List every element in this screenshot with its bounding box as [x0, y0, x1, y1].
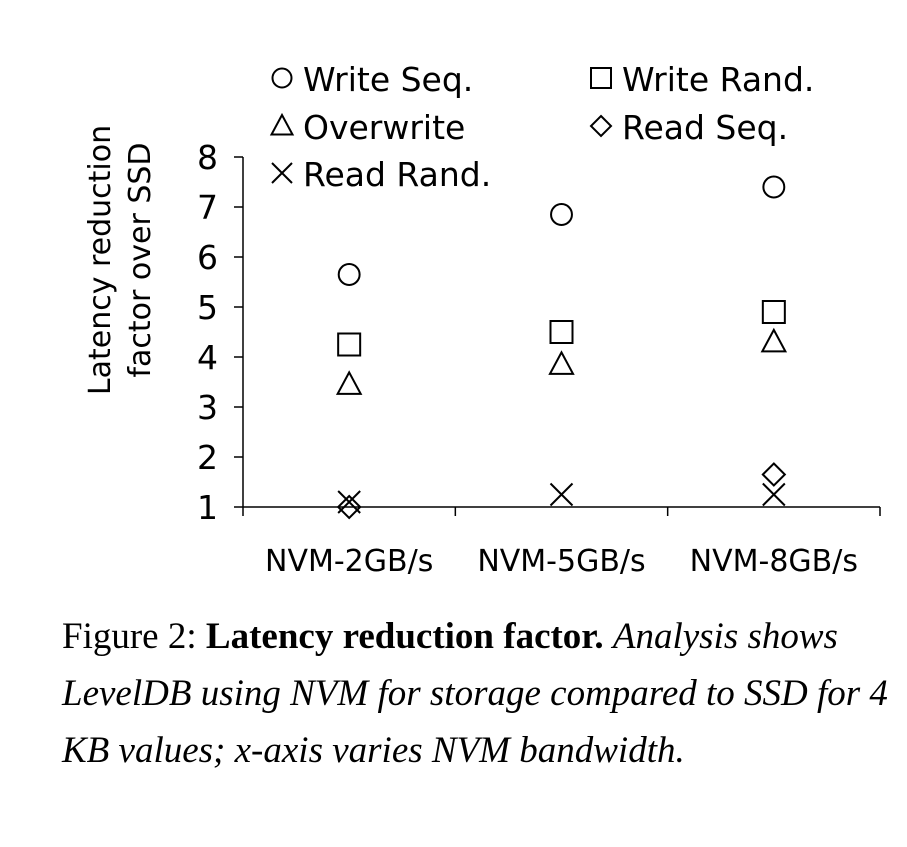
- x-tick-label: NVM-5GB/s: [477, 544, 645, 579]
- legend-circle-marker: [271, 67, 293, 89]
- x-tick-label: NVM-2GB/s: [265, 544, 433, 579]
- y-axis-label-line: factor over SSD: [123, 142, 158, 377]
- data-points: [335, 175, 788, 520]
- y-axis-label-line: Latency reduction: [83, 125, 118, 395]
- caption-title: Latency reduction factor.: [205, 616, 604, 657]
- y-tick-label: 4: [197, 338, 218, 377]
- data-point-diamond: [336, 494, 362, 520]
- data-point-circle: [762, 175, 786, 199]
- y-axis: 1 2 3 4 5 6 7 8: [197, 138, 244, 527]
- y-tick-label: 3: [197, 388, 218, 427]
- data-point-triangle: [335, 370, 363, 395]
- data-point-triangle: [760, 327, 788, 353]
- legend-triangle-marker: [269, 112, 295, 136]
- data-point-circle: [337, 263, 361, 286]
- legend-label: Read Rand.: [303, 155, 491, 194]
- x-axis: NVM-2GB/s NVM-5GB/s NVM-8GB/s: [242, 506, 881, 579]
- x-tick-label: NVM-8GB/s: [690, 544, 858, 579]
- y-tick-label: 7: [197, 188, 218, 227]
- legend-diamond-marker: [589, 114, 613, 138]
- data-point-diamond: [761, 462, 787, 487]
- caption-label: Figure 2:: [62, 616, 197, 657]
- legend-label: Write Seq.: [303, 60, 473, 99]
- y-tick-label: 2: [197, 438, 218, 477]
- legend-label: Read Seq.: [622, 108, 788, 147]
- data-point-triangle: [548, 350, 575, 375]
- data-point-square: [549, 320, 574, 344]
- y-tick-label: 8: [197, 138, 218, 177]
- data-point-x: [762, 482, 786, 507]
- data-point-x: [337, 490, 361, 514]
- legend-label: Overwrite: [303, 108, 465, 147]
- y-tick-label: 5: [197, 288, 218, 327]
- y-tick-label: 6: [197, 238, 218, 277]
- data-point-x: [549, 482, 574, 507]
- legend: Write Seq. Write Rand. Overwrite Read Seq. R…: [269, 60, 814, 194]
- figure-caption: Figure 2: Latency reduction factor. Anal…: [62, 608, 892, 779]
- scatter-chart: 1 2 3 4 5 6 7 8 NVM-2GB/s NVM-5GB/s NVM-8GB/s Lat…: [83, 60, 881, 579]
- y-axis-label: Latency reduction factor over SSD: [83, 125, 158, 395]
- data-point-square: [761, 300, 786, 324]
- legend-x-marker: [271, 162, 293, 184]
- y-tick-label: 1: [197, 488, 218, 527]
- legend-label: Write Rand.: [622, 60, 814, 99]
- caption-body: Analysis shows LevelDB using NVM for sto…: [62, 616, 888, 771]
- data-point-circle: [550, 203, 573, 226]
- legend-square-marker: [590, 67, 612, 89]
- data-point-square: [337, 332, 362, 357]
